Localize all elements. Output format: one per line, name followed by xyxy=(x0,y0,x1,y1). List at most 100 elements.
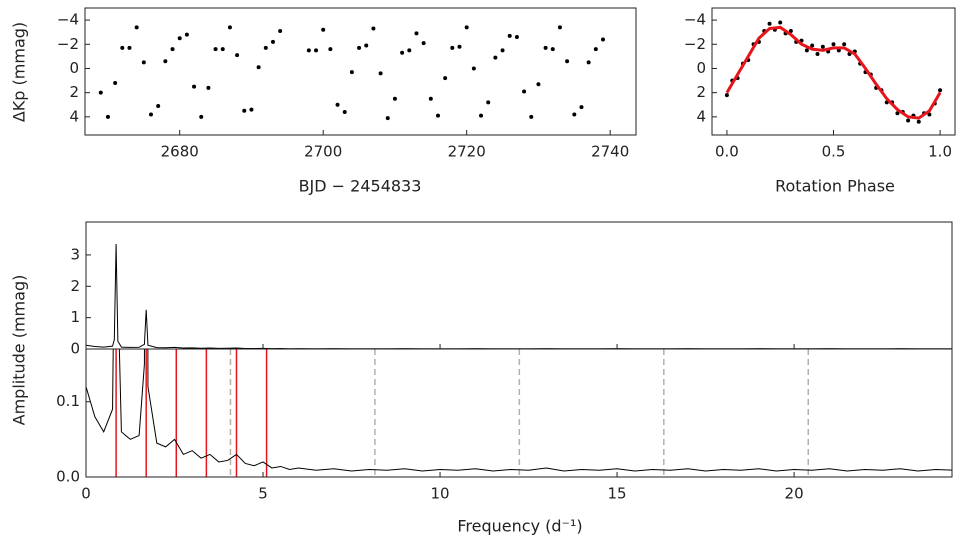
point xyxy=(227,25,232,30)
point xyxy=(105,114,110,119)
point xyxy=(263,45,268,50)
point xyxy=(522,89,527,94)
point xyxy=(428,96,433,101)
point xyxy=(414,31,419,36)
point xyxy=(306,48,311,53)
point xyxy=(141,60,146,65)
point xyxy=(177,36,182,41)
point xyxy=(378,71,383,76)
point xyxy=(550,47,555,52)
point xyxy=(514,35,519,40)
point xyxy=(600,37,605,42)
spectrum-line xyxy=(86,243,952,349)
axes-frame xyxy=(85,348,953,478)
point xyxy=(385,116,390,121)
point xyxy=(529,114,534,119)
point xyxy=(256,65,261,70)
point xyxy=(321,27,326,32)
point xyxy=(938,88,943,93)
y-tick-label: 2 xyxy=(69,83,79,101)
point xyxy=(916,119,921,124)
point xyxy=(579,105,584,110)
point xyxy=(565,59,570,64)
point xyxy=(815,51,820,56)
y-tick-label: 1 xyxy=(70,308,80,326)
point xyxy=(156,103,161,108)
point xyxy=(328,47,333,52)
y-tick-label: 0.1 xyxy=(56,392,80,410)
y-tick-label: 0 xyxy=(70,340,80,358)
point xyxy=(536,82,541,87)
point xyxy=(435,113,440,118)
points xyxy=(724,20,943,124)
point xyxy=(820,44,825,49)
point xyxy=(192,84,197,89)
x-tick-label: 0 xyxy=(81,485,91,503)
y-tick-label: 0.0 xyxy=(56,468,80,486)
point xyxy=(249,107,254,112)
point xyxy=(500,48,505,53)
point xyxy=(421,41,426,46)
point xyxy=(134,25,139,30)
point xyxy=(364,43,369,48)
point xyxy=(493,55,498,60)
point xyxy=(927,112,932,117)
point xyxy=(593,47,598,52)
point xyxy=(471,66,476,71)
y-tick-label: 4 xyxy=(69,107,79,125)
point xyxy=(220,47,225,52)
axes-frame xyxy=(85,221,953,350)
point xyxy=(342,110,347,115)
y-axis-label: ΔKp (mmag) xyxy=(10,22,29,122)
point xyxy=(357,45,362,50)
point xyxy=(392,96,397,101)
point xyxy=(242,108,247,113)
y-tick-label: 0 xyxy=(69,59,79,77)
point xyxy=(572,112,577,117)
point xyxy=(113,80,118,85)
point xyxy=(184,32,189,37)
y-tick-label: 4 xyxy=(696,107,706,125)
point xyxy=(842,42,847,47)
point xyxy=(98,90,103,95)
point xyxy=(170,47,175,52)
point xyxy=(213,47,218,52)
point xyxy=(335,102,340,107)
y-tick-label: 0 xyxy=(696,59,706,77)
point xyxy=(450,45,455,50)
fit-line xyxy=(725,25,942,120)
point xyxy=(486,100,491,105)
point xyxy=(443,76,448,81)
point xyxy=(557,25,562,30)
point xyxy=(778,20,783,25)
point xyxy=(507,33,512,38)
point xyxy=(724,93,729,98)
x-tick-label: 0.5 xyxy=(822,143,846,161)
point xyxy=(163,59,168,64)
x-tick-label: 20 xyxy=(785,485,804,503)
y-tick-label: −2 xyxy=(57,35,79,53)
y-tick-label: 2 xyxy=(70,277,80,295)
y-tick-label: −4 xyxy=(684,11,706,29)
x-tick-label: 2680 xyxy=(161,143,199,161)
x-axis-label: Frequency (d⁻¹) xyxy=(457,517,582,536)
point xyxy=(149,112,154,117)
x-tick-label: 2740 xyxy=(591,143,629,161)
axes-frame xyxy=(84,7,637,136)
point xyxy=(457,44,462,49)
point xyxy=(278,28,283,33)
point xyxy=(479,113,484,118)
point xyxy=(206,85,211,90)
point xyxy=(120,45,125,50)
point xyxy=(270,39,275,44)
y-tick-label: −2 xyxy=(684,35,706,53)
y-tick-label: −4 xyxy=(57,11,79,29)
axes-frame xyxy=(711,7,956,136)
point xyxy=(464,25,469,30)
x-tick-label: 2700 xyxy=(304,143,342,161)
x-tick-label: 2720 xyxy=(448,143,486,161)
x-axis-label: Rotation Phase xyxy=(775,177,895,196)
spectrum-line-zoom xyxy=(86,349,952,472)
y-axis-label: Amplitude (mmag) xyxy=(10,275,29,426)
